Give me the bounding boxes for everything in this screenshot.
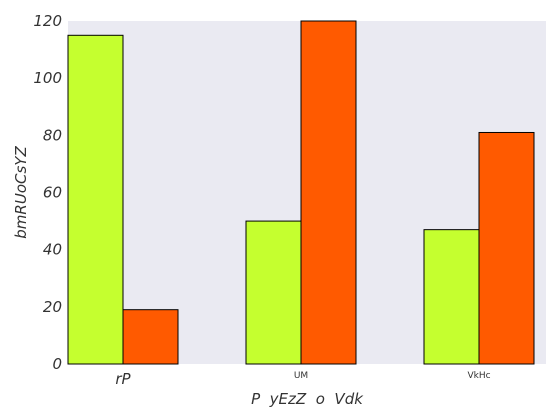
x-tick-label: VkHc bbox=[467, 371, 490, 381]
x-axis-label: P yEzZ o Vdk bbox=[251, 390, 364, 408]
y-tick-label: 80 bbox=[43, 126, 62, 144]
y-tick-label: 0 bbox=[52, 355, 62, 373]
y-tick-label: 40 bbox=[43, 241, 62, 259]
y-tick-label: 20 bbox=[43, 298, 62, 316]
bar-series1-cat2 bbox=[478, 131, 535, 365]
bar-series0-cat2 bbox=[423, 229, 480, 365]
bar-series1-cat0 bbox=[122, 309, 179, 365]
x-tick-label: rP bbox=[115, 370, 131, 388]
bars-group bbox=[67, 20, 535, 365]
bar-series1-cat1 bbox=[300, 20, 357, 365]
y-axis-label: bmRUoCsYZ bbox=[12, 146, 30, 239]
y-tick-label: 120 bbox=[33, 12, 62, 30]
y-axis-ticks: 0 20 40 60 80 100 120 bbox=[33, 12, 62, 373]
y-tick-label: 100 bbox=[33, 69, 62, 87]
bar-series0-cat0 bbox=[67, 34, 124, 365]
x-axis-ticks: rP UM VkHc bbox=[115, 370, 490, 388]
y-tick-label: 60 bbox=[43, 184, 62, 202]
bar-series0-cat1 bbox=[245, 220, 302, 365]
x-tick-label: UM bbox=[294, 371, 308, 381]
